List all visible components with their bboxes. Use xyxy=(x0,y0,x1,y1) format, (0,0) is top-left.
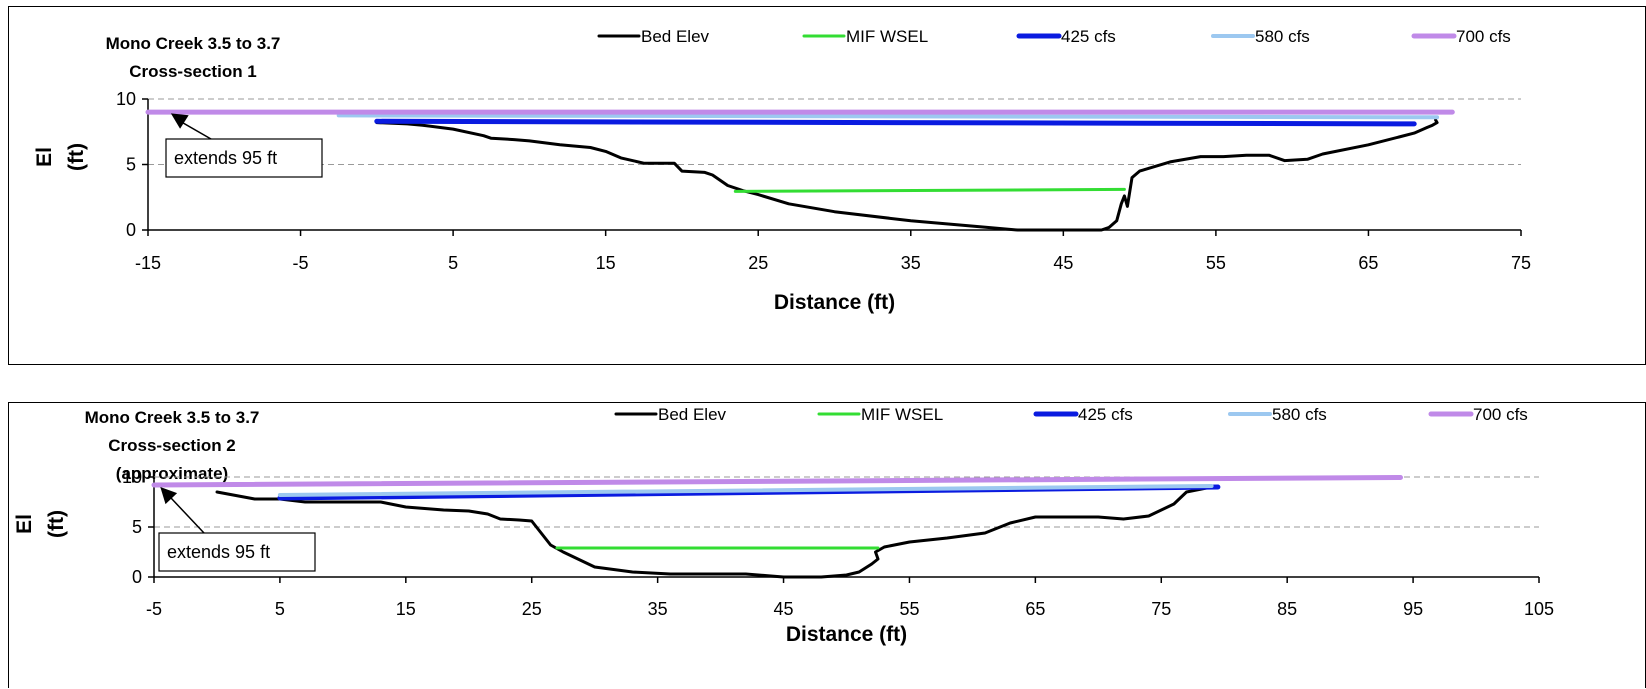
annotation-arrowhead xyxy=(170,113,189,129)
x-tick-label: 85 xyxy=(1277,599,1297,619)
series-line-580-cfs xyxy=(277,484,1214,497)
x-tick-label: 105 xyxy=(1524,599,1554,619)
x-tick-label: 75 xyxy=(1151,599,1171,619)
y-tick-label: 0 xyxy=(132,567,142,587)
y-tick-label: 10 xyxy=(116,89,136,109)
x-tick-label: 55 xyxy=(1206,253,1226,273)
chart-title-line: (approximate) xyxy=(116,464,228,483)
x-tick-label: 5 xyxy=(448,253,458,273)
y-tick-label: 0 xyxy=(126,220,136,240)
annotation-arrow-line xyxy=(165,492,205,534)
legend-label: MIF WSEL xyxy=(846,27,928,46)
annotation-text: extends 95 ft xyxy=(167,542,270,562)
legend-label: 425 cfs xyxy=(1078,405,1133,424)
x-tick-label: 45 xyxy=(1053,253,1073,273)
x-tick-label: 15 xyxy=(596,253,616,273)
legend-label: 425 cfs xyxy=(1061,27,1116,46)
series-line-580-cfs xyxy=(336,113,1440,120)
y-tick-label: 5 xyxy=(132,517,142,537)
annotation-text: extends 95 ft xyxy=(174,148,277,168)
x-axis-label: Distance (ft) xyxy=(786,623,907,646)
legend-label: Bed Elev xyxy=(658,405,727,424)
legend-label: 580 cfs xyxy=(1255,27,1310,46)
x-tick-label: 45 xyxy=(774,599,794,619)
x-tick-label: 5 xyxy=(275,599,285,619)
x-tick-label: 35 xyxy=(648,599,668,619)
chart-panel-cross-section-2: Mono Creek 3.5 to 3.7 Cross-section 2 (app… xyxy=(8,402,1646,688)
x-axis-label: Distance (ft) xyxy=(774,291,895,314)
x-tick-label: 25 xyxy=(522,599,542,619)
x-tick-label: 75 xyxy=(1511,253,1531,273)
chart-cross-section-2: Mono Creek 3.5 to 3.7 Cross-section 2 (app… xyxy=(13,405,1554,646)
x-tick-label: 35 xyxy=(901,253,921,273)
x-tick-label: -5 xyxy=(293,253,309,273)
series-line-bed-elev xyxy=(375,118,1439,232)
y-axis-label: (ft) xyxy=(65,143,88,171)
x-tick-label: 25 xyxy=(748,253,768,273)
series-line-700-cfs xyxy=(151,475,1403,488)
x-tick-label: -15 xyxy=(135,253,161,273)
y-axis-label: El xyxy=(33,147,56,167)
legend-label: 580 cfs xyxy=(1272,405,1327,424)
chart-title-line: Mono Creek 3.5 to 3.7 xyxy=(106,34,281,53)
x-tick-label: 65 xyxy=(1358,253,1378,273)
chart-title-line: Mono Creek 3.5 to 3.7 xyxy=(85,408,260,427)
x-tick-label: 55 xyxy=(899,599,919,619)
chart-panel-cross-section-1: Mono Creek 3.5 to 3.7 Cross-section 1 0 5 10… xyxy=(8,6,1646,365)
y-axis-label: El xyxy=(13,514,36,534)
y-tick-label: 5 xyxy=(126,155,136,175)
series-line-bed-elev xyxy=(215,485,1214,579)
legend-label: MIF WSEL xyxy=(861,405,943,424)
annotation-box xyxy=(158,532,316,572)
legend-label: Bed Elev xyxy=(641,27,710,46)
annotation-box xyxy=(165,138,323,178)
x-tick-label: 65 xyxy=(1025,599,1045,619)
x-tick-label: 15 xyxy=(396,599,416,619)
y-axis-label: (ft) xyxy=(45,510,68,538)
legend-label: 700 cfs xyxy=(1473,405,1528,424)
series-line-mif-wsel xyxy=(733,187,1126,193)
chart-cross-section-1: Mono Creek 3.5 to 3.7 Cross-section 1 0 5 10… xyxy=(33,27,1531,314)
series-line-425-cfs xyxy=(374,118,1417,127)
chart-title-line: Cross-section 2 xyxy=(108,436,236,455)
x-tick-label: 95 xyxy=(1403,599,1423,619)
x-tick-label: -5 xyxy=(146,599,162,619)
legend-label: 700 cfs xyxy=(1456,27,1511,46)
y-tick-label: 10 xyxy=(122,467,142,487)
chart-title-line: Cross-section 1 xyxy=(129,62,257,81)
annotation-arrowhead xyxy=(160,487,178,505)
